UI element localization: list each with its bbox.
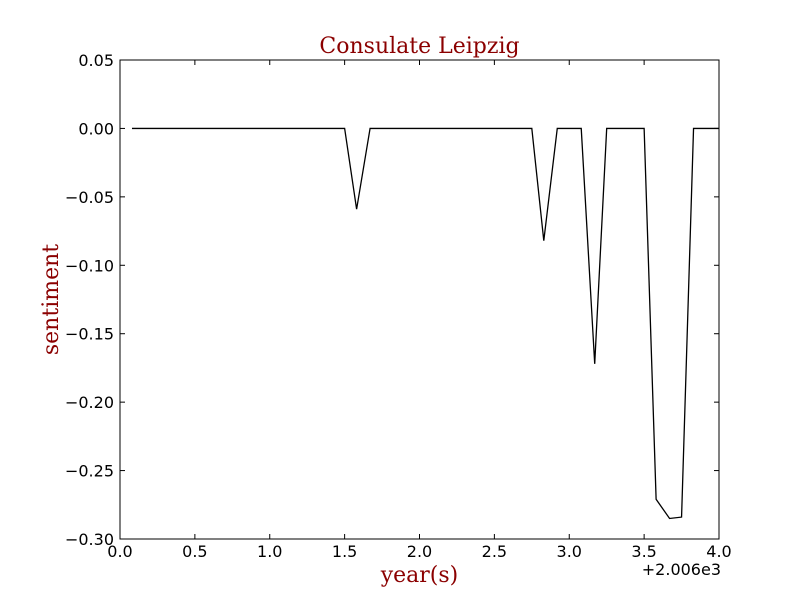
y-tick-labels: 0.05 0.00 −0.05 −0.10 −0.15 −0.20 −0.25 −0.30: [65, 51, 114, 549]
x-tick-label: 2.5: [482, 542, 507, 561]
series-line: [131, 127, 719, 520]
plot-area: [120, 60, 719, 539]
y-tick-label: −0.05: [65, 188, 114, 207]
x-tick-label: 1.0: [257, 542, 282, 561]
y-tick-label: −0.25: [65, 462, 114, 481]
x-tick-label: 0.0: [107, 542, 132, 561]
x-tick-label: 4.0: [706, 542, 731, 561]
x-tick-labels: 0.0 0.5 1.0 1.5 2.0 2.5 3.0 3.5 4.0: [107, 542, 731, 561]
y-tick-label: 0.00: [78, 119, 114, 138]
y-tick-label: −0.20: [65, 393, 114, 412]
x-axis-offset-label: +2.006e3: [642, 560, 721, 579]
x-tick-label: 2.0: [407, 542, 432, 561]
y-tick-label: −0.10: [65, 256, 114, 275]
y-tick-label: −0.30: [65, 530, 114, 549]
x-tick-label: 3.5: [631, 542, 656, 561]
x-tick-label: 3.0: [557, 542, 582, 561]
y-tick-label: −0.15: [65, 325, 114, 344]
x-tick-label: 1.5: [332, 542, 357, 561]
chart-title: Consulate Leipzig: [319, 34, 519, 59]
plot-frame: [119, 59, 720, 540]
x-axis-label: year(s): [380, 563, 459, 588]
y-tick-label: 0.05: [78, 51, 114, 70]
x-tick-label: 0.5: [182, 542, 207, 561]
y-axis-label: sentiment: [39, 244, 64, 355]
